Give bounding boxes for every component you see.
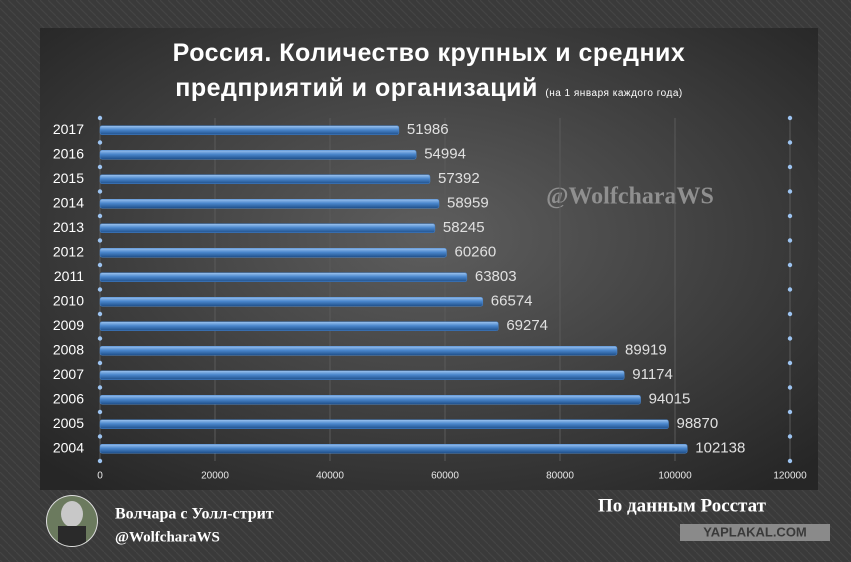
value-label: 54994 xyxy=(424,146,466,163)
row-marker xyxy=(787,336,793,341)
row-marker xyxy=(787,458,793,464)
y-tick-label: 2008 xyxy=(53,341,84,357)
y-tick-label: 2013 xyxy=(53,219,84,235)
y-tick-label: 2016 xyxy=(53,145,84,161)
value-label: 98870 xyxy=(677,415,719,432)
row-marker xyxy=(97,115,103,121)
value-label: 91174 xyxy=(632,366,673,383)
bar xyxy=(99,199,440,209)
bar xyxy=(99,125,400,135)
value-label: 102138 xyxy=(695,440,745,457)
value-label: 58245 xyxy=(443,219,485,236)
chart-subtitle: (на 1 января каждого года) xyxy=(545,88,683,99)
row-marker xyxy=(787,287,793,292)
bar xyxy=(99,272,468,282)
bar xyxy=(99,419,669,429)
watermark: @WolfcharaWS xyxy=(546,184,714,210)
x-tick-label: 120000 xyxy=(773,471,807,482)
row-marker xyxy=(787,311,793,317)
bar xyxy=(99,321,499,331)
x-tick-label: 20000 xyxy=(201,471,229,482)
y-tick-label: 2007 xyxy=(53,366,84,382)
author-name: Волчара с Уолл-стрит xyxy=(115,506,274,523)
chart-title: Россия. Количество крупных и средних пре… xyxy=(172,39,686,102)
value-label: 58959 xyxy=(447,195,489,212)
site: YAPLAKAL.COM xyxy=(703,524,807,539)
row-marker xyxy=(97,336,103,341)
bar xyxy=(99,223,436,233)
row-marker xyxy=(787,115,793,121)
row-marker xyxy=(97,164,103,170)
x-tick-label: 100000 xyxy=(658,471,692,482)
y-tick-label: 2009 xyxy=(53,317,84,333)
value-label: 60260 xyxy=(454,244,496,261)
row-marker xyxy=(97,434,103,439)
bar xyxy=(99,370,625,380)
row-marker xyxy=(97,311,103,317)
row-marker xyxy=(97,360,103,366)
row-marker xyxy=(97,385,103,390)
row-marker xyxy=(787,360,793,366)
row-marker xyxy=(97,140,103,145)
y-tick-label: 2014 xyxy=(53,194,84,210)
row-marker xyxy=(787,140,793,145)
value-label: 57392 xyxy=(438,170,480,187)
bar xyxy=(99,150,417,160)
x-tick-label: 40000 xyxy=(316,471,344,482)
y-tick-label: 2015 xyxy=(53,170,84,186)
bar xyxy=(99,174,431,184)
row-marker xyxy=(787,238,793,243)
row-marker xyxy=(787,213,793,219)
value-label: 89919 xyxy=(625,342,667,359)
value-label: 69274 xyxy=(506,317,548,334)
value-label: 94015 xyxy=(649,391,691,408)
site-badge xyxy=(680,524,830,541)
value-label: 66574 xyxy=(491,293,533,310)
y-tick-label: 2017 xyxy=(53,121,84,137)
x-tick-label: 0 xyxy=(97,471,103,482)
row-marker xyxy=(787,189,793,194)
y-tick-label: 2004 xyxy=(53,439,84,455)
author-handle: @WolfcharaWS xyxy=(115,529,220,545)
bar xyxy=(99,395,641,405)
y-tick-label: 2010 xyxy=(53,292,84,308)
y-tick-label: 2005 xyxy=(53,415,84,431)
row-marker xyxy=(787,385,793,390)
row-marker xyxy=(787,409,793,415)
row-marker xyxy=(97,287,103,292)
bar xyxy=(99,297,484,307)
bar xyxy=(99,248,447,258)
x-tick-label: 80000 xyxy=(546,471,574,482)
y-tick-label: 2012 xyxy=(53,243,84,259)
row-marker xyxy=(787,262,793,268)
source: По данным Росстат xyxy=(598,495,767,516)
value-label: 51986 xyxy=(407,121,449,138)
y-tick-label: 2006 xyxy=(53,390,84,406)
x-tick-label: 60000 xyxy=(431,471,459,482)
row-marker xyxy=(97,409,103,415)
row-marker xyxy=(787,164,793,170)
row-marker xyxy=(787,434,793,439)
row-marker xyxy=(97,262,103,268)
avatar xyxy=(47,496,97,546)
plot-background xyxy=(40,28,818,490)
bar xyxy=(99,444,688,454)
bar xyxy=(99,346,618,356)
row-marker xyxy=(97,189,103,194)
row-marker xyxy=(97,238,103,243)
y-tick-label: 2011 xyxy=(54,268,84,284)
row-marker xyxy=(97,213,103,219)
row-marker xyxy=(97,458,103,464)
title-box: Россия. Количество крупных и средних пре… xyxy=(40,36,818,111)
value-label: 63803 xyxy=(475,268,517,285)
